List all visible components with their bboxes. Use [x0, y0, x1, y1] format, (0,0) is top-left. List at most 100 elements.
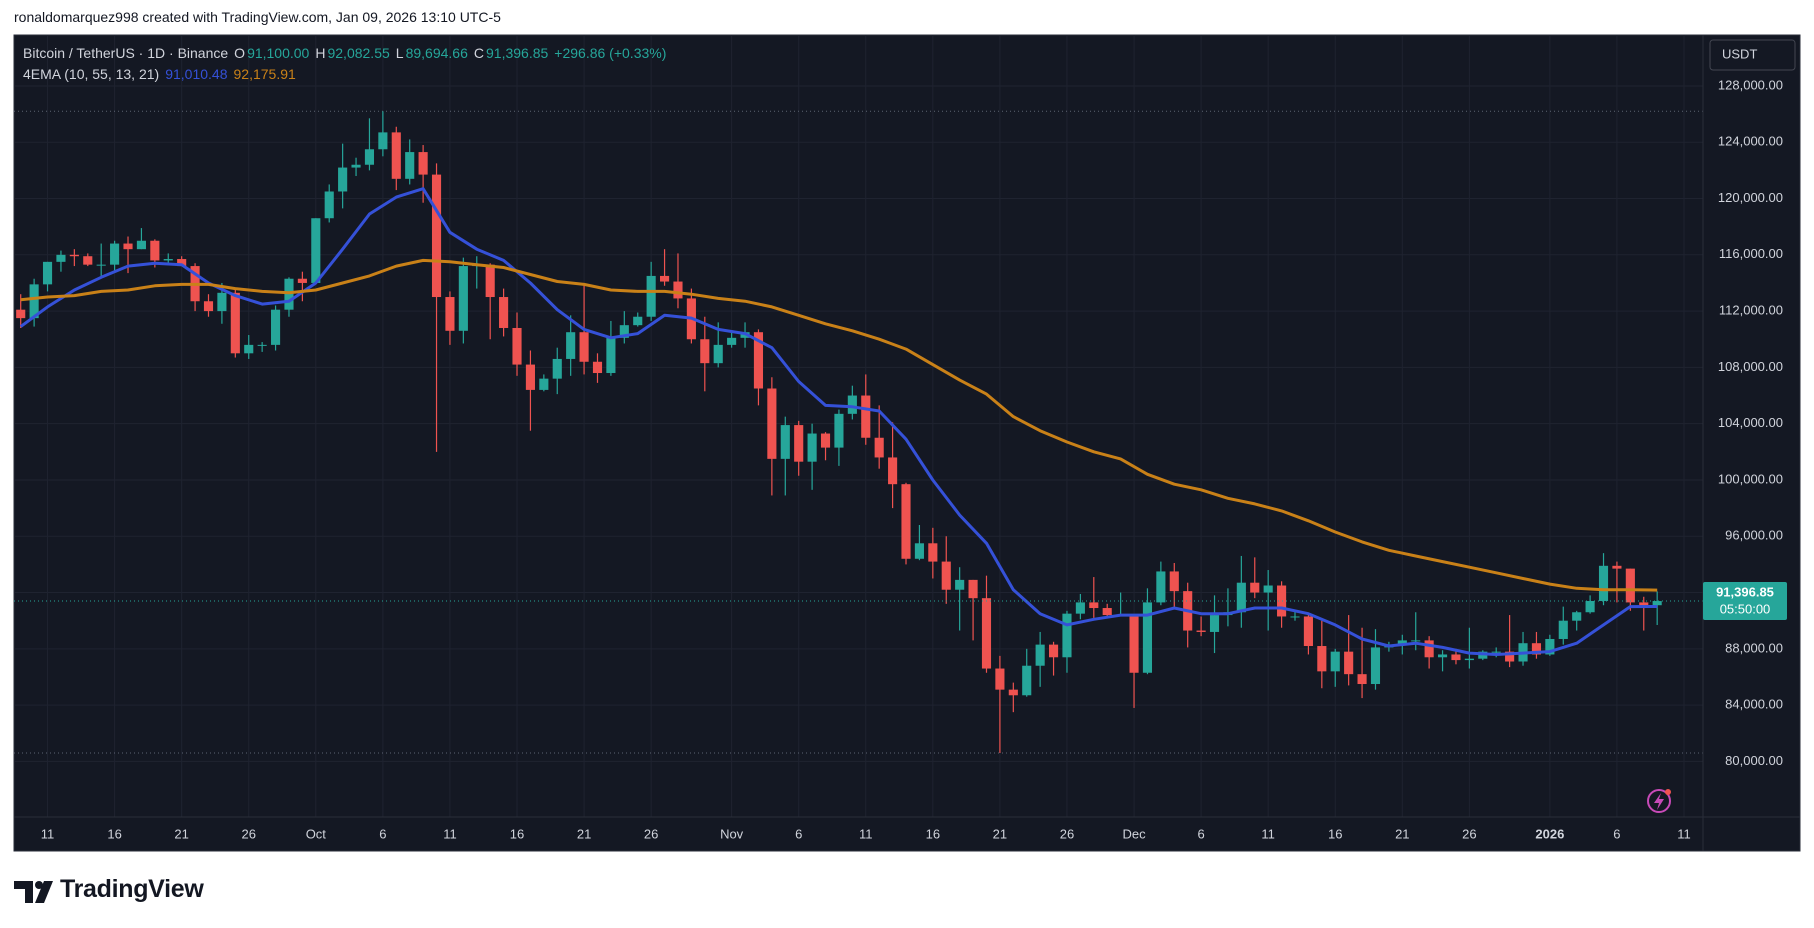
alert-dot [1665, 789, 1671, 795]
y-tick-label: 112,000.00 [1719, 303, 1783, 318]
candle-body [311, 218, 321, 283]
candle-body [1357, 674, 1367, 685]
candle-body [351, 164, 361, 168]
candle-body [552, 358, 562, 379]
currency-box [1709, 39, 1796, 71]
candle-body [1451, 654, 1461, 661]
candle-body [1437, 654, 1448, 658]
candle-body [807, 433, 817, 462]
x-tick-label: Nov [720, 826, 744, 841]
x-tick-label: 21 [993, 826, 1007, 841]
candle-body [110, 243, 120, 265]
candle-body [874, 437, 884, 458]
candle-body [673, 281, 683, 299]
candle-body [780, 425, 790, 459]
candle-body [29, 284, 39, 319]
candle-body [1277, 585, 1287, 617]
change-value: +296.86 (+0.33%) [554, 45, 667, 61]
candle-body [83, 256, 93, 265]
candle-body [1263, 585, 1273, 593]
y-tick-label: 116,000.00 [1719, 246, 1783, 261]
candle-body [633, 316, 643, 326]
candle-body [1142, 602, 1153, 673]
candle-body [928, 543, 938, 562]
candle-body [1089, 602, 1099, 609]
y-tick-label: 120,000.00 [1718, 190, 1783, 205]
candle-body [56, 254, 66, 262]
open-label: O [234, 45, 246, 61]
candle-body [1625, 568, 1635, 603]
attribution: ronaldomarquez998 created with TradingVi… [14, 9, 501, 25]
candle-body [1424, 640, 1434, 658]
x-tick-label: Oct [306, 826, 327, 841]
ema-line [20, 258, 1658, 592]
countdown-label: 05:50:00 [1720, 601, 1771, 616]
candle-body [338, 167, 348, 192]
candle-body [619, 325, 629, 338]
candle-body [1585, 600, 1595, 613]
candle-body [297, 278, 307, 283]
candle-body [485, 264, 495, 298]
x-tick-label: 11 [1677, 826, 1691, 841]
candle-body [713, 344, 723, 364]
candle-body [1397, 640, 1407, 645]
x-tick-label: 21 [1395, 826, 1409, 841]
candle-body [1169, 571, 1179, 592]
indicator-value: 91,010.48 [165, 66, 228, 82]
candle-body [16, 309, 26, 319]
close-label: C [473, 45, 484, 61]
plot-area [14, 35, 1703, 817]
candle-body [1370, 647, 1381, 685]
indicator-legend: 4EMA (10, 55, 13, 21) 91,010.48 92,175.9… [23, 66, 296, 82]
footer-logo: TradingView [60, 875, 204, 903]
price-tag-label: 91,396.85 [1716, 584, 1774, 599]
candle-body [1022, 665, 1032, 696]
candle-body [995, 668, 1005, 690]
low-value: 89,694.66 [405, 45, 468, 61]
candle-body [1303, 616, 1313, 647]
candle-body [405, 152, 415, 179]
high-label: H [315, 45, 326, 61]
candle-body [69, 254, 79, 257]
x-tick-label: 16 [510, 826, 524, 841]
x-tick-label: 11 [41, 826, 55, 841]
symbol[interactable]: Bitcoin / TetherUS · 1D · Binance [23, 45, 229, 61]
candle-body [391, 132, 401, 179]
candle-body [512, 327, 522, 365]
candle-body [767, 388, 777, 459]
candle-body [230, 292, 240, 354]
candle-body [660, 275, 670, 282]
candle-body [700, 339, 710, 364]
candle-body [727, 337, 737, 345]
candle-body [888, 457, 898, 485]
indicator-name[interactable]: 4EMA (10, 55, 13, 21) [23, 66, 160, 82]
candle-body [1008, 689, 1018, 696]
candle-body [1330, 651, 1340, 672]
currency-label[interactable]: USDT [1722, 46, 1757, 61]
x-tick-label: Dec [1122, 826, 1146, 841]
candle-body [834, 413, 844, 448]
candle-body [123, 243, 133, 250]
candle-body [901, 484, 911, 559]
candle-body [458, 266, 468, 331]
alert-icon[interactable] [1647, 789, 1671, 813]
price-tag [1703, 582, 1787, 621]
x-tick-label: 2026 [1535, 826, 1564, 841]
x-tick-label: 26 [1462, 826, 1476, 841]
candle-body [1598, 565, 1609, 601]
candle-body [1236, 582, 1246, 613]
candle-body [525, 364, 535, 390]
candle-body [431, 174, 442, 298]
y-tick-label: 80,000.00 [1725, 753, 1783, 768]
candle-body [1612, 565, 1622, 569]
candle-body [955, 579, 965, 590]
candle-body [163, 259, 173, 261]
candle-body [418, 152, 428, 175]
high-value: 92,082.55 [327, 45, 390, 61]
candle-body [1102, 608, 1112, 616]
candle-body [981, 598, 992, 669]
y-tick-label: 84,000.00 [1725, 697, 1783, 712]
candle-body [1572, 612, 1582, 621]
